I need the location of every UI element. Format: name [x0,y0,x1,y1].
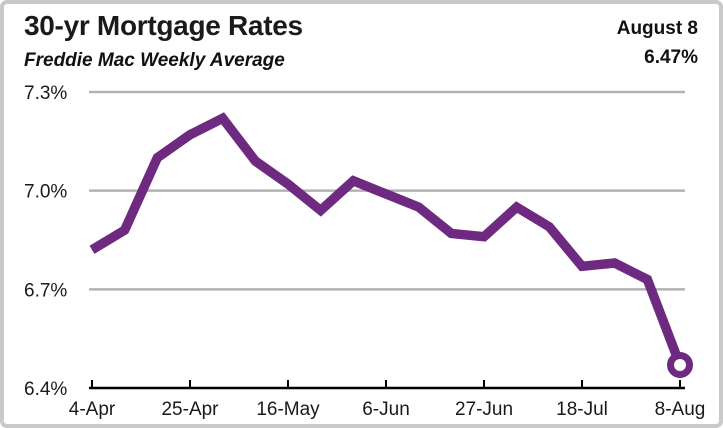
x-axis-label: 18-Jul [556,399,608,420]
title-block: 30-yr Mortgage Rates Freddie Mac Weekly … [24,10,303,72]
line-chart: 6.4% 6.7% 7.0% 7.3% 4-Apr 25-Apr 16-May 6-Jun 27… [24,83,706,420]
chart-subtitle: Freddie Mac Weekly Average [24,50,285,71]
annotation-date: August 8 [616,18,698,39]
rate-line [89,112,685,367]
last-point-marker [667,351,693,378]
y-axis-label: 7.0% [24,182,67,203]
annotation-value: 6.47% [644,47,698,68]
x-axis-label: 8-Aug [655,399,706,420]
x-axis-label: 6-Jun [362,399,410,420]
y-axis-label: 6.7% [24,280,67,301]
x-axis-label: 4-Apr [69,399,116,420]
x-axis-label: 27-Jun [455,399,513,420]
x-axis-label: 16-May [256,399,320,420]
y-axis-label: 7.3% [24,83,67,104]
latest-value-annotation: August 8 6.47% [617,14,698,72]
chart-title: 30-yr Mortgage Rates [24,10,303,41]
x-axis-label: 25-Apr [161,399,219,420]
y-axis-label: 6.4% [24,379,67,400]
